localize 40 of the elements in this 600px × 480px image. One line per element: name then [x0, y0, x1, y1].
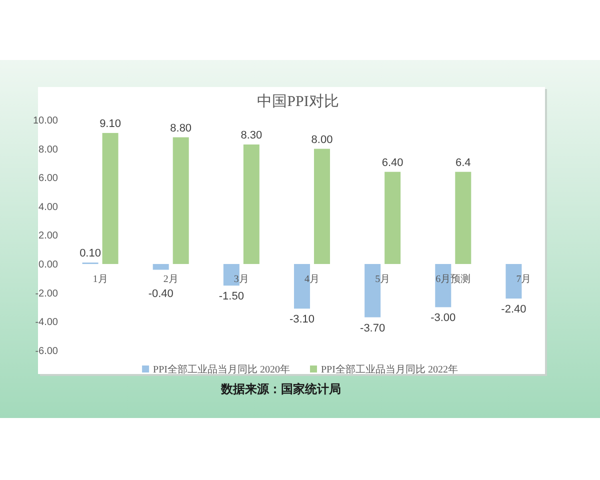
data-label: -2.40 [501, 304, 526, 316]
bar [435, 264, 452, 308]
source-note: 数据来源：国家统计局 [220, 382, 341, 396]
data-label: -1.50 [218, 290, 244, 303]
legend-label: PPI全部工业品当月同比 2022年 [321, 364, 458, 376]
data-label: 6.40 [382, 156, 404, 169]
chart-title: 中国PPI对比 [257, 93, 339, 110]
data-label: 9.10 [100, 118, 121, 130]
bar [314, 148, 330, 264]
y-tick-label: 8.00 [38, 144, 58, 156]
bar [172, 137, 189, 264]
data-label: 8.00 [311, 134, 333, 146]
y-tick-label: 2.00 [38, 230, 58, 242]
data-label: 8.30 [240, 129, 262, 142]
x-tick-label: 2月 [163, 274, 178, 285]
bar [294, 264, 310, 309]
data-label: 6.4 [455, 156, 471, 169]
data-label: 0.10 [80, 248, 101, 260]
bar [152, 264, 169, 270]
bar [243, 144, 260, 264]
legend-label: PPI全部工业品当月同比 2020年 [153, 364, 290, 376]
bar [506, 264, 522, 299]
y-tick-label: -6.00 [35, 346, 58, 357]
y-tick-label: 6.00 [38, 173, 58, 184]
y-tick-label: 4.00 [38, 202, 58, 213]
bar [102, 132, 118, 264]
bar [223, 264, 240, 286]
y-tick-label: -4.00 [35, 317, 58, 328]
bar [384, 172, 401, 264]
data-label: -0.40 [148, 288, 174, 300]
y-tick-label: 0.00 [38, 260, 58, 270]
data-label: -3.10 [289, 314, 315, 326]
y-tick-label: 10.00 [32, 116, 58, 126]
bar [364, 264, 381, 318]
data-label: -3.00 [430, 312, 456, 324]
data-label: 8.80 [170, 122, 192, 134]
x-tick-label: 1月 [92, 274, 108, 285]
bar [455, 172, 472, 264]
y-tick-label: -2.00 [35, 288, 58, 300]
data-label: -3.70 [360, 322, 386, 334]
